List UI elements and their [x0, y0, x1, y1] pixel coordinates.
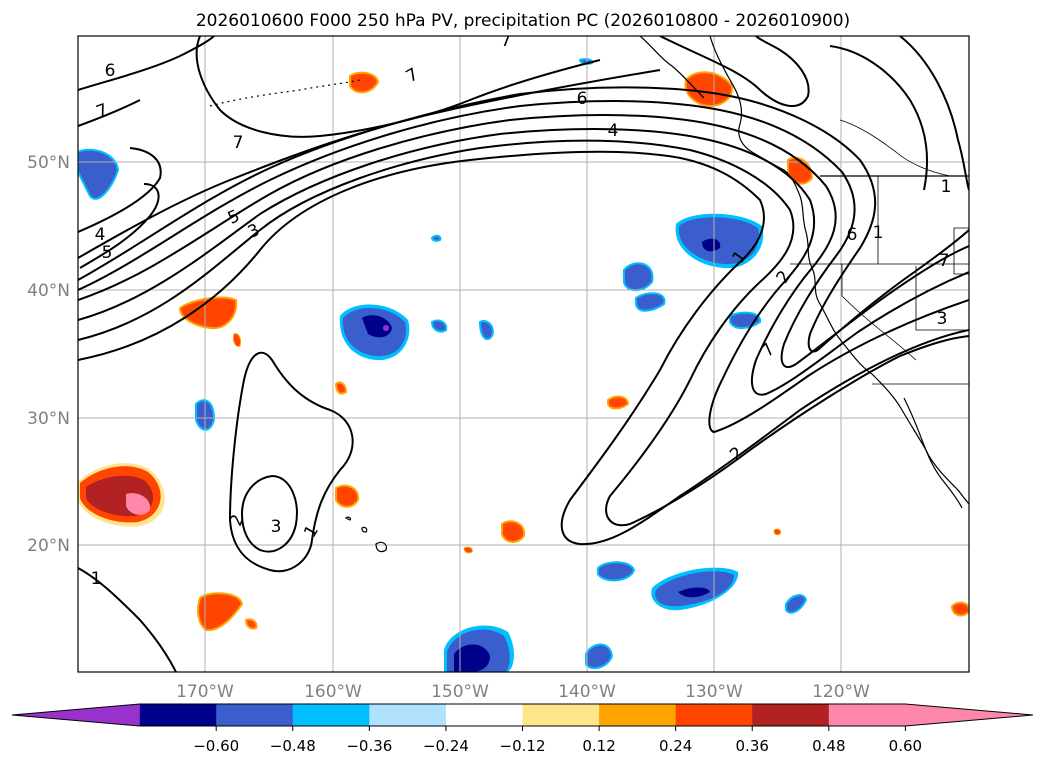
contour-east-2	[829, 45, 929, 191]
contour-north-7	[195, 36, 601, 138]
contour-label: 4	[95, 225, 106, 245]
contour-label: 3	[937, 309, 948, 329]
precip-small-orange	[178, 71, 969, 632]
hawaii-island-3	[344, 516, 352, 521]
lat-tick-labels: 50°N 40°N 30°N 20°N	[27, 153, 70, 556]
colorbar-segment	[599, 704, 677, 726]
colorbar-tick-label: 0.24	[659, 737, 692, 755]
precip-blob-west-red	[78, 463, 165, 527]
contour-1-south	[78, 567, 177, 672]
contour-label: 6	[105, 61, 116, 81]
contour-subtropical-2	[240, 474, 298, 553]
colorbar-segment	[292, 704, 370, 726]
colorbar-segment	[752, 704, 830, 726]
lat-tick-label: 50°N	[27, 153, 70, 173]
colorbar-tick-label: −0.36	[346, 737, 392, 755]
contour-label: 1	[873, 223, 884, 243]
contour-4	[78, 114, 969, 396]
contour-label: 7	[939, 251, 950, 271]
precip-shading	[78, 58, 969, 672]
baja-california-coast	[903, 397, 963, 509]
colorbar-tick-label: 0.48	[812, 737, 845, 755]
colorbar-tick-label: −0.24	[423, 737, 469, 755]
contour-2	[78, 139, 969, 527]
contour-north-7b	[78, 99, 141, 127]
california-nevada-border	[841, 264, 917, 361]
contour-7	[78, 69, 661, 259]
map-frame	[77, 35, 970, 673]
colorbar-tick-label: 0.12	[582, 737, 615, 755]
lat-tick-label: 30°N	[27, 409, 70, 429]
colorbar-tick-label: −0.48	[270, 737, 316, 755]
colorbar-tick-label: −0.12	[500, 737, 546, 755]
contour-label: 7	[501, 31, 512, 51]
colorbar-segment	[522, 704, 600, 726]
map-panel: 6 7 7 7 6 4 5 3 4 5 1 6 1 2 7 3 1 7 2 2	[77, 31, 970, 673]
contour-label: 6	[847, 225, 858, 245]
contour-6	[78, 86, 969, 353]
contour-label: 1	[941, 177, 952, 197]
lon-tick-labels: 170°W 160°W 150°W 140°W 130°W 120°W	[176, 682, 870, 702]
colorbar-segment	[675, 704, 753, 726]
lat-tick-label: 20°N	[27, 536, 70, 556]
colorbar-outline	[11, 703, 1034, 727]
contour-label: 1	[91, 569, 102, 589]
contour-north-6	[78, 36, 215, 91]
contour-label: 4	[608, 121, 619, 141]
precip-blob-south-blue	[444, 625, 514, 672]
canada-province-border	[839, 119, 951, 177]
lon-tick-label: 150°W	[431, 682, 489, 702]
contour-label: 7	[233, 133, 244, 153]
colorbar-extend-high	[905, 704, 1033, 726]
colorbar-segment	[445, 704, 523, 726]
contour-5	[78, 100, 969, 369]
hawaii-island-2	[361, 526, 368, 533]
map-background	[78, 36, 969, 672]
contour-west-5	[79, 183, 160, 269]
colorbar-extend-low	[12, 704, 140, 726]
lake-outline	[953, 227, 969, 275]
map-title: 2026010600 F000 250 hPa PV, precipitatio…	[196, 11, 850, 31]
contour-label: 3	[271, 517, 282, 537]
lon-tick-label: 170°W	[176, 682, 234, 702]
colorbar-tick-label: −0.60	[193, 737, 239, 755]
nevada-arizona-border	[915, 266, 969, 331]
contour-subtropical-1	[228, 351, 354, 573]
colorbar-tick-label: 0.36	[736, 737, 769, 755]
colorbar-segment	[369, 704, 447, 726]
contour-label: 6	[577, 89, 588, 109]
alaska-panhandle-coast	[639, 36, 705, 99]
precip-blob-north-pacific-blue	[339, 304, 410, 361]
lon-tick-label: 120°W	[812, 682, 870, 702]
contour-3	[78, 128, 969, 434]
contour-alaska-1	[659, 36, 810, 108]
contour-label: 5	[102, 243, 113, 263]
lon-tick-label: 160°W	[304, 682, 362, 702]
colorbar-segment	[216, 704, 294, 726]
colorbar-segment	[139, 704, 217, 726]
lon-tick-label: 130°W	[685, 682, 743, 702]
colorbar-segment	[828, 704, 906, 726]
hawaii-island-1	[375, 541, 387, 553]
contour-8	[78, 147, 162, 233]
contour-east-edge	[899, 36, 969, 191]
aleutian-islands	[209, 79, 361, 107]
pv-contours	[78, 36, 969, 672]
lon-tick-label: 140°W	[558, 682, 616, 702]
contour-1	[78, 150, 969, 546]
colorbar-tick-label: 0.60	[889, 737, 922, 755]
lat-tick-label: 40°N	[27, 281, 70, 301]
colorbar: −0.60 −0.48 −0.36 −0.24 −0.12 0.12 0.24 0.36 0.4…	[11, 703, 1034, 755]
precip-blob-ne-blue	[675, 213, 764, 269]
